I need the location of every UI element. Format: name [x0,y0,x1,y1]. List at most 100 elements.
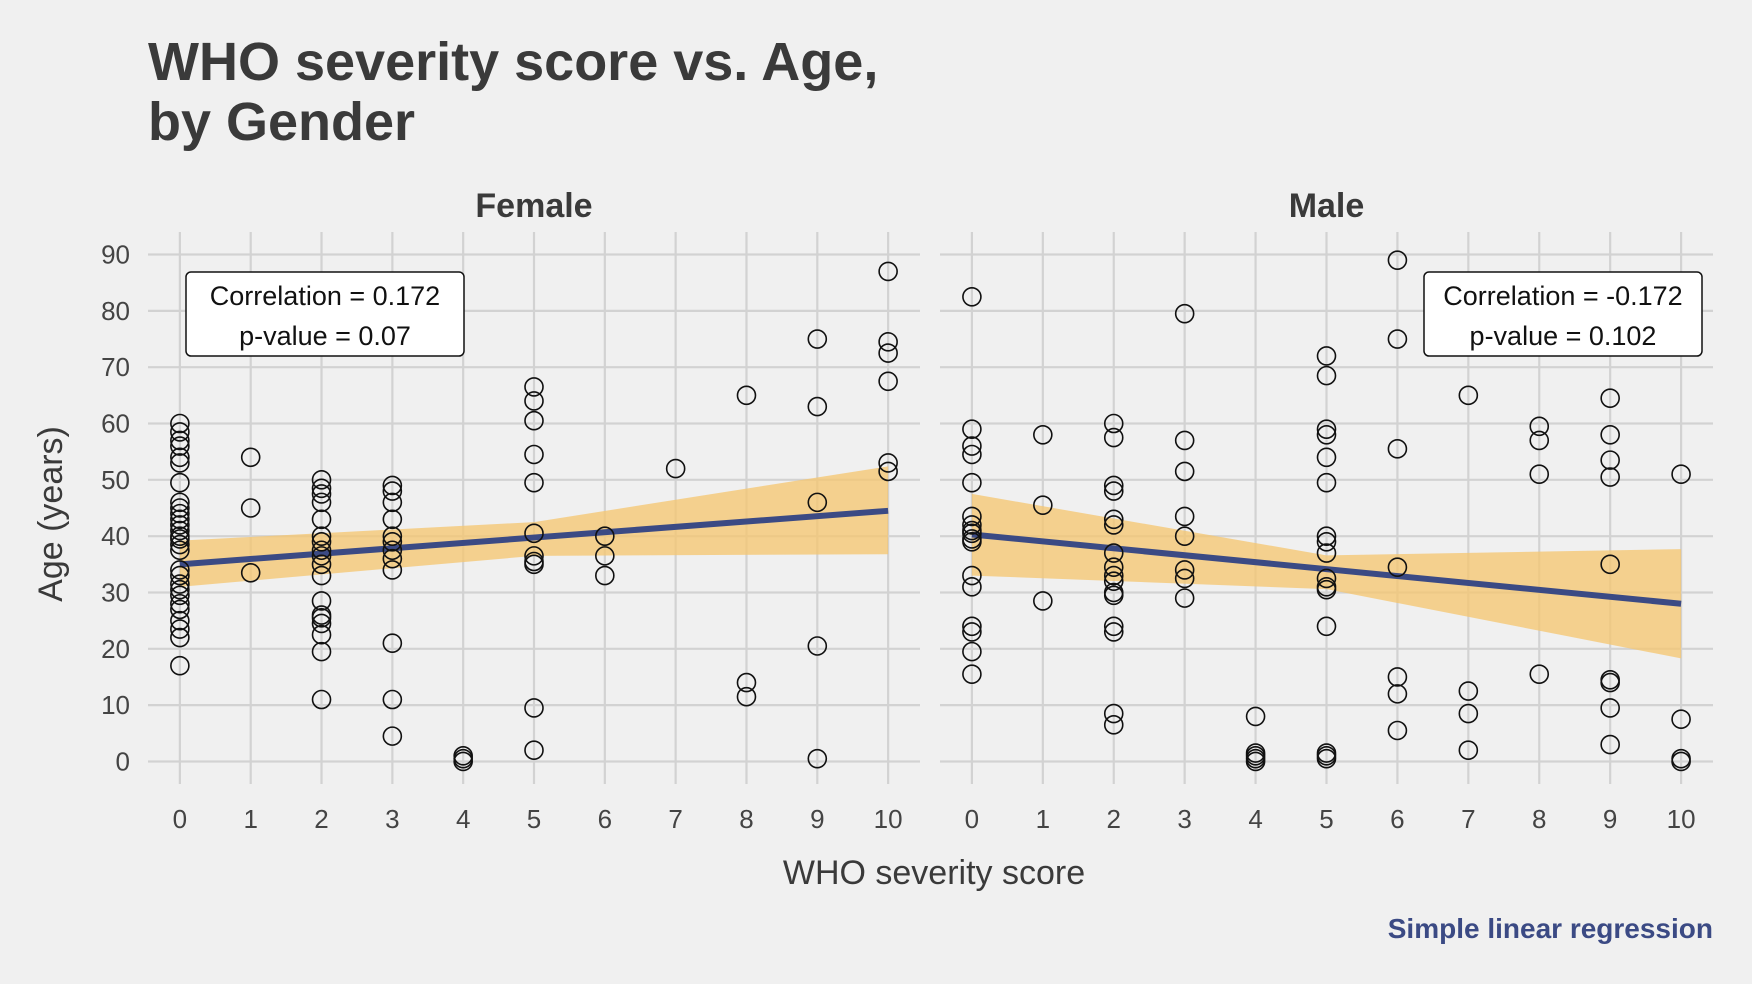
data-point [962,577,982,597]
y-tick-label: 80 [101,296,130,326]
data-point [1174,588,1195,608]
data-point [170,472,190,493]
data-point [170,560,190,580]
x-tick-label: 0 [173,804,187,834]
confidence-ribbon-male [971,493,1682,659]
data-point [962,419,982,439]
data-point [665,458,686,479]
data-point [382,540,403,561]
data-point [1671,751,1691,772]
data-point [807,492,828,513]
data-point [170,534,190,555]
x-tick-label: 1 [1036,804,1050,834]
data-point [1600,734,1620,755]
data-point [382,509,403,530]
data-point [170,498,190,518]
panel-female: Female 0 10 20 30 40 50 60 70 80 90 0 1 2 3 4 5 6 7 8 9 10 Cor… [101,187,920,834]
y-tick-label: 0 [116,746,130,776]
data-point [311,526,332,546]
annotation-box-male: Correlation = -0.172 p-value = 0.102 [1423,271,1703,357]
data-point [1103,715,1124,735]
annotation-background [1423,271,1703,357]
data-point [170,529,190,549]
data-point [807,396,828,417]
data-point [311,492,332,513]
y-tick-label: 30 [101,577,130,607]
data-point [382,560,403,580]
x-tick-label: 7 [668,804,682,834]
data-point [1316,579,1337,600]
data-point [1103,616,1124,637]
data-point [240,562,261,583]
data-point [1174,560,1195,580]
data-point [1316,531,1337,552]
correlation-label: Correlation = -0.172 [1443,281,1682,311]
data-point [311,554,332,575]
y-tick-label: 40 [101,521,130,551]
data-point [962,472,982,493]
data-point [170,619,190,639]
data-point [962,515,982,535]
data-point [878,332,898,352]
data-point [1387,250,1408,270]
data-point [311,641,332,662]
data-point [1174,430,1195,451]
data-point [1387,667,1408,687]
data-point [170,655,190,676]
x-tick-label: 2 [314,804,328,834]
annotation-background [185,271,465,357]
data-point [1103,475,1124,496]
data-point [311,689,332,710]
data-point [311,509,332,530]
data-point [1103,427,1124,448]
data-point [170,574,190,594]
panel-male: Male 0 1 2 3 4 5 6 7 8 9 10 Correlation = -0.172 p-va… [940,187,1713,834]
x-tick-label: 0 [965,804,979,834]
data-point [382,726,403,746]
data-point [524,698,544,718]
data-point [170,540,190,561]
x-tick-label: 6 [598,804,612,834]
data-point [962,286,982,307]
data-point [962,622,982,642]
data-point [1103,565,1124,586]
data-point [170,520,190,541]
data-point [1316,447,1337,468]
panel-title-male: Male [1289,187,1365,225]
data-point [1103,585,1124,606]
data-point [1033,591,1053,611]
data-point [1387,439,1408,459]
x-tick-label: 9 [1603,804,1617,834]
data-point [170,509,190,530]
data-point [736,686,757,707]
data-point [170,599,190,620]
data-point [524,444,544,465]
data-point [1245,706,1266,727]
data-point [382,633,403,653]
data-point [170,565,190,586]
data-point [962,523,982,544]
data-point [878,261,898,282]
data-point [311,531,332,552]
data-point [736,672,757,693]
confidence-ribbon-female [179,466,889,587]
data-point [311,470,332,490]
data-point [807,329,828,349]
data-point [1316,526,1337,546]
y-tick-label: 60 [101,409,130,439]
data-point [382,531,403,552]
data-point [1671,464,1691,485]
data-point [170,492,190,513]
data-point [382,475,403,496]
data-point [878,453,898,473]
data-point [595,565,615,586]
data-point [382,689,403,710]
data-point [311,540,332,561]
data-point [736,385,757,406]
data-point [1600,388,1620,408]
data-point [524,391,544,411]
data-point [962,444,982,465]
data-point [1103,509,1124,530]
data-point [1458,703,1479,724]
